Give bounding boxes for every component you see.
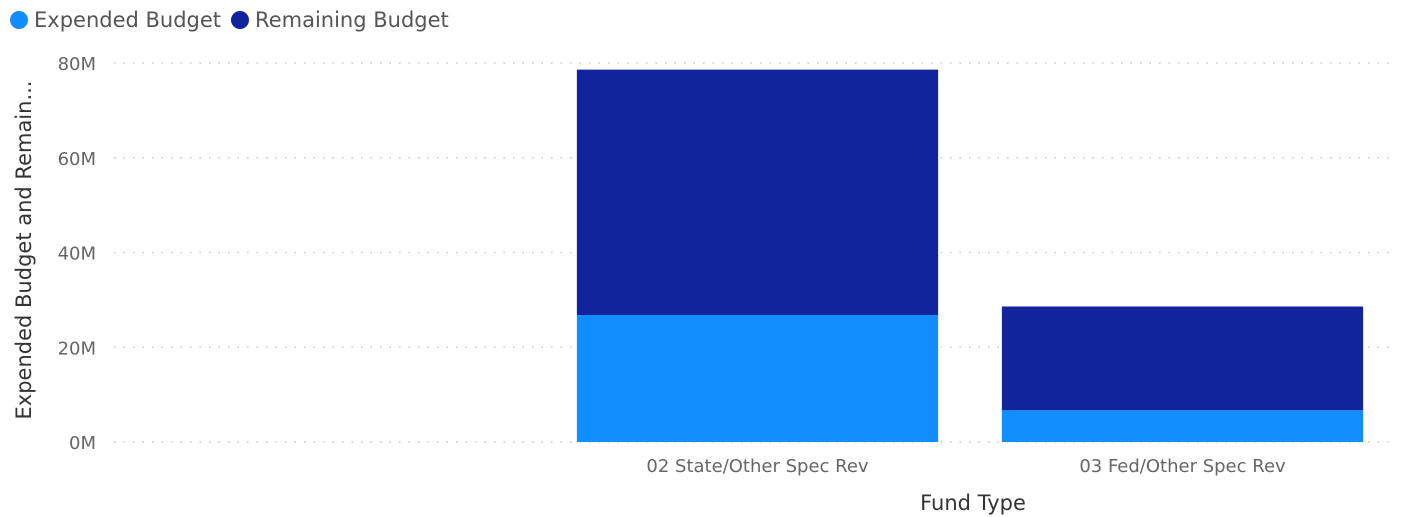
y-tick-label: 40M — [58, 244, 96, 265]
legend-swatch-remaining — [231, 11, 250, 29]
x-axis-ticks: 02 State/Other Spec Rev 03 Fed/Other Spec… — [646, 456, 1286, 477]
y-tick-label: 0M — [69, 433, 96, 454]
y-tick-label: 80M — [58, 54, 96, 75]
chart-legend: Expended Budget Remaining Budget — [10, 5, 459, 35]
y-tick-label: 60M — [58, 149, 96, 170]
legend-item-remaining[interactable]: Remaining Budget — [231, 8, 449, 32]
bar-expended[interactable] — [576, 315, 939, 442]
x-tick-label: 03 Fed/Other Spec Rev — [1079, 456, 1286, 477]
legend-swatch-expended — [10, 11, 28, 29]
legend-label-remaining: Remaining Budget — [255, 8, 449, 32]
y-axis-title: Expended Budget and Remain... — [12, 81, 36, 420]
legend-item-expended[interactable]: Expended Budget — [10, 8, 221, 32]
bar-expended[interactable] — [1001, 410, 1364, 442]
x-axis-title: Fund Type — [920, 491, 1026, 515]
bar-remaining[interactable] — [1001, 306, 1364, 411]
y-tick-label: 20M — [58, 338, 96, 359]
bars — [576, 69, 1364, 442]
bar-remaining[interactable] — [576, 69, 939, 316]
legend-label-expended: Expended Budget — [34, 8, 222, 32]
x-tick-label: 02 State/Other Spec Rev — [646, 456, 868, 477]
y-axis-ticks: 0M 20M 40M 60M 80M — [58, 54, 96, 454]
